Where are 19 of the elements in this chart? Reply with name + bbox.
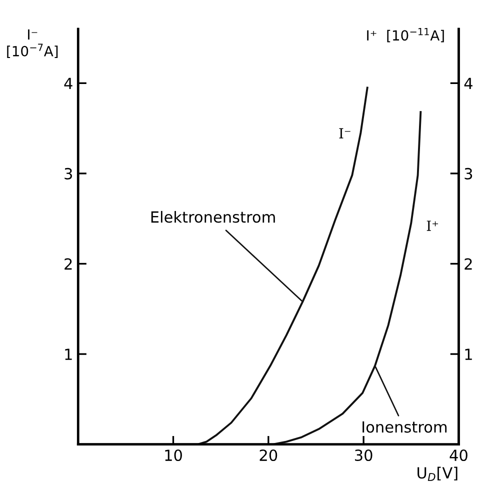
y2-tick-label: 3 (464, 168, 472, 180)
x-tick-label: 40 (450, 449, 468, 462)
y2-tick-label: 1 (465, 348, 472, 360)
y-axis-title: I⁻ [10$^{−7}$A] (7, 29, 58, 58)
series-label: I⁻ (339, 128, 350, 138)
y-tick-label: 3 (64, 168, 72, 180)
series-label: I⁺ (426, 220, 438, 231)
annotation: Ionenstrom (362, 421, 447, 433)
y-tick-label: 4 (64, 78, 72, 89)
y-tick-label: 2 (64, 258, 72, 270)
y2-axis-title: I⁺ [10$^{−11}$A] (367, 28, 444, 42)
y-tick-label: 1 (65, 348, 72, 360)
x-tick-label: 10 (165, 449, 182, 462)
y2-tick-label: 4 (464, 78, 472, 89)
x-axis-title: U$_{D}$[V] (418, 466, 458, 481)
annotation: Elektronenstrom (151, 210, 275, 223)
y2-tick-label: 2 (464, 258, 472, 270)
x-tick-label: 20 (260, 449, 278, 462)
x-tick-label: 30 (355, 449, 372, 462)
